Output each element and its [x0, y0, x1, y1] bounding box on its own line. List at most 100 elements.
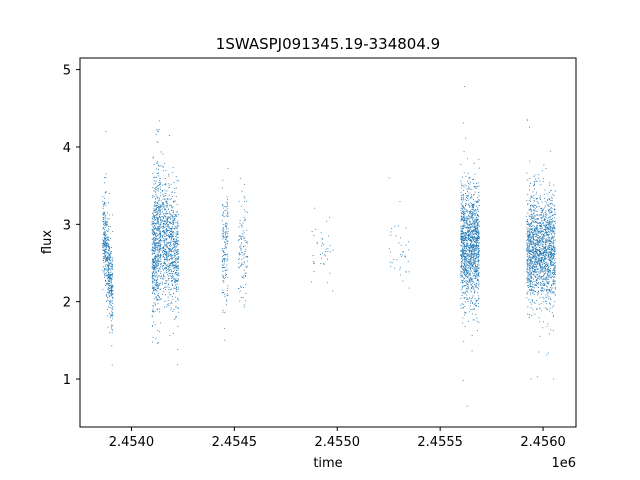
data-point [111, 263, 113, 265]
data-point [225, 258, 227, 260]
data-point [153, 266, 155, 268]
data-point [535, 271, 537, 273]
data-point [221, 249, 223, 251]
data-point [526, 227, 528, 229]
data-point [536, 280, 537, 282]
data-point [102, 245, 104, 247]
data-point [158, 262, 160, 264]
data-point [529, 279, 530, 281]
data-point [475, 219, 477, 221]
data-point [103, 220, 105, 222]
data-point [163, 262, 165, 264]
data-point [473, 234, 475, 236]
data-point [474, 212, 476, 214]
data-point [169, 259, 170, 261]
data-point [238, 253, 240, 255]
data-point [548, 271, 550, 273]
data-point [108, 274, 110, 275]
data-point [108, 264, 110, 266]
data-point [408, 287, 410, 289]
data-point [542, 262, 544, 264]
data-point [160, 224, 162, 226]
data-point [533, 229, 535, 231]
data-point [538, 253, 540, 255]
data-point [467, 270, 469, 272]
data-point [536, 205, 538, 207]
data-point [541, 212, 543, 214]
data-point [178, 256, 180, 258]
data-point [465, 239, 467, 241]
data-point [171, 205, 173, 206]
data-point [547, 256, 549, 258]
data-point [103, 243, 105, 244]
data-point [172, 276, 174, 278]
data-point [546, 277, 548, 279]
data-point [543, 164, 545, 166]
data-point [527, 281, 529, 283]
data-point [533, 269, 535, 271]
data-point [166, 255, 168, 257]
data-point [549, 256, 551, 258]
data-point [402, 280, 404, 282]
data-point [164, 215, 166, 217]
data-point [178, 266, 179, 268]
data-point [108, 250, 110, 252]
data-point [223, 292, 225, 293]
data-point [176, 287, 178, 289]
data-point [526, 245, 528, 247]
data-point [476, 256, 478, 258]
data-point [102, 217, 104, 219]
data-point [152, 311, 154, 312]
data-point [242, 235, 244, 237]
data-point [474, 226, 476, 228]
data-point [462, 282, 464, 284]
data-point [554, 270, 556, 272]
data-point [102, 221, 104, 222]
data-point [477, 207, 479, 209]
data-point [476, 228, 478, 230]
data-point [552, 271, 554, 273]
data-point [173, 238, 175, 240]
data-point [468, 228, 470, 229]
data-point [542, 241, 544, 242]
data-point [104, 216, 106, 218]
data-point [478, 225, 480, 227]
data-point [107, 256, 109, 258]
data-point [112, 314, 114, 316]
data-point [173, 228, 175, 229]
data-point [172, 278, 174, 280]
data-point [475, 232, 477, 234]
data-point [242, 277, 244, 278]
data-point [462, 304, 464, 305]
data-point [160, 255, 162, 256]
data-point [536, 308, 537, 310]
data-point [541, 258, 543, 260]
data-point [154, 228, 156, 230]
data-point [549, 252, 551, 253]
data-point [159, 213, 161, 215]
data-point [544, 265, 546, 266]
data-point [529, 234, 531, 236]
data-point [162, 220, 164, 222]
data-point [464, 219, 466, 221]
data-point [535, 279, 537, 281]
data-point [166, 222, 167, 224]
data-point [476, 299, 478, 301]
data-point [155, 235, 157, 237]
data-point [162, 218, 164, 220]
data-point [469, 205, 471, 207]
data-point [538, 235, 540, 237]
data-point [461, 218, 463, 220]
data-point [463, 151, 465, 153]
data-point [158, 240, 160, 242]
data-point [104, 243, 105, 245]
data-point [160, 200, 162, 202]
data-point [222, 281, 224, 283]
data-point [471, 250, 473, 252]
data-point [540, 289, 541, 291]
data-point [107, 252, 109, 254]
data-point [543, 246, 545, 248]
data-point [164, 286, 166, 288]
data-point [533, 253, 535, 255]
data-point [527, 278, 529, 280]
